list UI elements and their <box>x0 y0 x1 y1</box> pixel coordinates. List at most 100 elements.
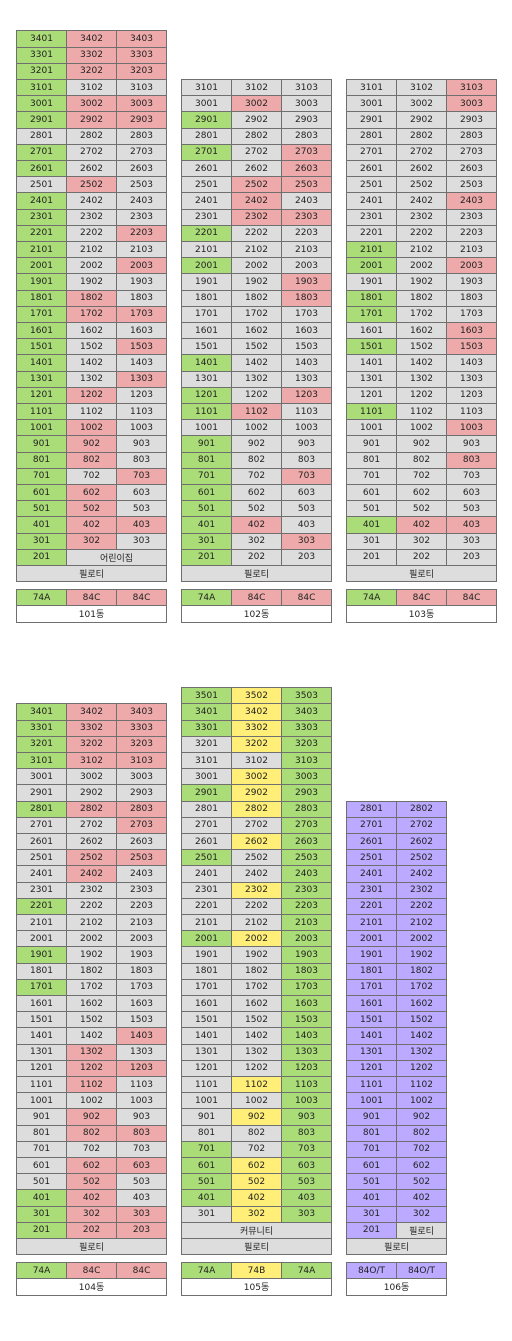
unit-type: 84C <box>231 589 282 607</box>
unit-cell: 402 <box>66 1189 117 1207</box>
unit-cell: 2301 <box>346 208 397 226</box>
unit-cell: 3502 <box>231 687 282 705</box>
unit-cell: 403 <box>281 516 332 534</box>
unit-cell: 2201 <box>16 897 67 915</box>
unit-cell: 1801 <box>346 962 397 980</box>
unit-cell: 1201 <box>346 1059 397 1077</box>
unit-cell: 3302 <box>66 46 117 64</box>
unit-cell: 502 <box>396 1173 447 1191</box>
unit-cell: 1003 <box>281 419 332 437</box>
unit-cell: 802 <box>231 1124 282 1142</box>
unit-cell: 2302 <box>396 881 447 899</box>
unit-cell: 801 <box>16 451 67 469</box>
unit-cell: 2702 <box>66 816 117 834</box>
unit-cell: 1503 <box>446 338 497 356</box>
unit-cell: 703 <box>446 467 497 485</box>
unit-cell: 601 <box>16 484 67 502</box>
unit-cell: 1602 <box>231 322 282 340</box>
unit-cell: 1202 <box>396 386 447 404</box>
unit-cell: 1003 <box>281 1092 332 1110</box>
unit-cell: 1402 <box>396 354 447 372</box>
unit-cell: 1701 <box>181 305 232 323</box>
unit-cell: 2602 <box>231 833 282 851</box>
unit-cell: 902 <box>396 1108 447 1126</box>
unit-cell: 903 <box>116 435 167 453</box>
unit-cell: 1503 <box>281 1011 332 1029</box>
building-name: 104동 <box>16 1278 167 1296</box>
building-name: 106동 <box>346 1278 447 1296</box>
unit-cell: 803 <box>446 451 497 469</box>
unit-cell: 201 <box>181 548 232 566</box>
unit-cell: 402 <box>66 516 117 534</box>
unit-cell: 3403 <box>116 30 167 48</box>
unit-cell: 701 <box>346 467 397 485</box>
unit-cell: 901 <box>16 1108 67 1126</box>
unit-cell: 1602 <box>396 322 447 340</box>
unit-cell: 3002 <box>231 768 282 786</box>
unit-cell: 3002 <box>66 95 117 113</box>
unit-cell: 2301 <box>181 881 232 899</box>
unit-cell: 3001 <box>181 768 232 786</box>
unit-cell: 2903 <box>116 111 167 129</box>
unit-cell: 2902 <box>396 111 447 129</box>
unit-cell: 1702 <box>231 305 282 323</box>
unit-cell: 1001 <box>346 1092 397 1110</box>
unit-cell: 401 <box>346 1189 397 1207</box>
unit-type: 74A <box>181 589 232 607</box>
unit-cell: 2102 <box>66 241 117 259</box>
unit-cell: 2103 <box>116 914 167 932</box>
unit-cell: 1002 <box>231 1092 282 1110</box>
unit-cell: 1502 <box>396 1011 447 1029</box>
unit-cell: 1601 <box>16 322 67 340</box>
unit-cell: 1802 <box>231 289 282 307</box>
unit-cell: 1103 <box>281 403 332 421</box>
unit-cell: 3101 <box>16 79 67 97</box>
unit-cell: 2603 <box>116 160 167 178</box>
unit-cell: 1103 <box>446 403 497 421</box>
unit-cell: 501 <box>16 500 67 518</box>
unit-cell: 1701 <box>16 305 67 323</box>
unit-cell: 2001 <box>16 930 67 948</box>
unit-cell: 2601 <box>181 833 232 851</box>
unit-cell: 3003 <box>281 95 332 113</box>
unit-cell: 3201 <box>181 735 232 753</box>
unit-cell: 2401 <box>181 192 232 210</box>
unit-cell: 2901 <box>16 111 67 129</box>
unit-cell: 2301 <box>16 881 67 899</box>
unit-cell: 301 <box>16 1205 67 1223</box>
unit-cell: 3103 <box>281 752 332 770</box>
unit-cell: 1403 <box>446 354 497 372</box>
unit-cell: 602 <box>231 484 282 502</box>
unit-cell: 1003 <box>446 419 497 437</box>
unit-cell: 1601 <box>16 995 67 1013</box>
unit-cell: 1101 <box>181 1076 232 1094</box>
unit-cell: 2101 <box>16 914 67 932</box>
unit-cell: 2201 <box>181 224 232 242</box>
unit-cell: 402 <box>231 1189 282 1207</box>
unit-cell: 2203 <box>281 224 332 242</box>
unit-cell: 2602 <box>396 833 447 851</box>
unit-cell: 803 <box>116 1124 167 1142</box>
unit-cell: 1201 <box>16 386 67 404</box>
unit-cell: 302 <box>396 532 447 550</box>
unit-cell: 3303 <box>116 46 167 64</box>
unit-cell: 803 <box>281 451 332 469</box>
unit-cell: 1502 <box>231 338 282 356</box>
unit-type: 84C <box>66 589 117 607</box>
unit-cell: 2302 <box>396 208 447 226</box>
unit-cell: 2902 <box>66 111 117 129</box>
unit-cell: 1902 <box>231 946 282 964</box>
unit-cell: 2201 <box>16 224 67 242</box>
unit-cell: 1201 <box>181 1059 232 1077</box>
unit-cell: 2502 <box>66 849 117 867</box>
unit-cell: 1903 <box>116 273 167 291</box>
unit-cell: 2301 <box>16 208 67 226</box>
unit-cell: 1102 <box>231 1076 282 1094</box>
unit-cell: 1501 <box>181 1011 232 1029</box>
unit-cell: 301 <box>16 532 67 550</box>
unit-cell: 803 <box>281 1124 332 1142</box>
unit-cell: 303 <box>446 532 497 550</box>
unit-cell: 1303 <box>116 370 167 388</box>
unit-cell: 803 <box>116 451 167 469</box>
unit-cell: 801 <box>16 1124 67 1142</box>
